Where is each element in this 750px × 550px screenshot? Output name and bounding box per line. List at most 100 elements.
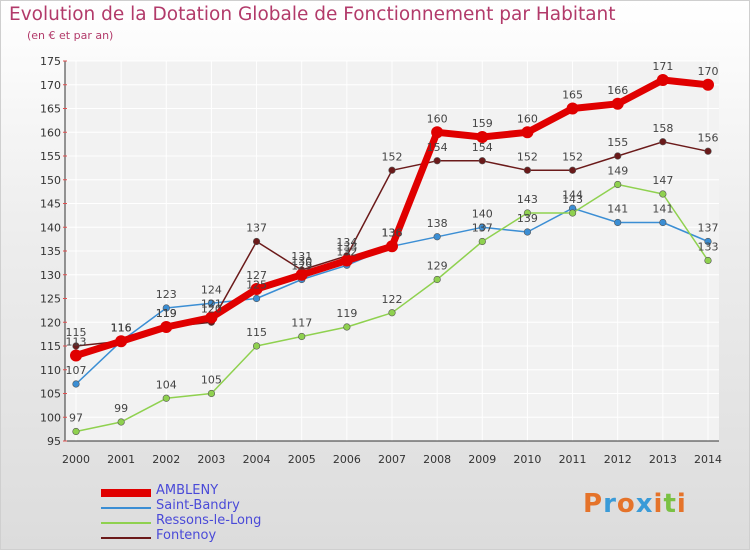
data-point-Ressons-le-Long (433, 275, 441, 284)
data-label-Fontenoy: 134 (336, 236, 357, 249)
data-label-Fontenoy: 158 (652, 122, 673, 135)
data-label-Saint-Bandry: 125 (246, 279, 267, 292)
x-tick-label: 2004 (243, 453, 271, 466)
data-point-Fontenoy (478, 157, 486, 165)
x-tick-label: 2005 (288, 453, 316, 466)
x-tick-label: 2013 (649, 453, 677, 466)
data-point-Ressons-le-Long (117, 418, 125, 426)
logo-letter: P (583, 489, 604, 519)
data-point-Ressons-le-Long (704, 256, 712, 265)
data-label-Fontenoy: 156 (698, 131, 719, 144)
y-tick-label: 130 (40, 269, 61, 282)
data-label-Fontenoy: 154 (472, 141, 493, 154)
x-tick-label: 2007 (378, 453, 406, 466)
y-tick-label: 160 (40, 126, 61, 139)
data-label-Saint-Bandry: 139 (517, 212, 538, 225)
data-label-Ressons-le-Long: 122 (382, 293, 403, 306)
data-label-AMBLENY: 165 (562, 89, 583, 102)
data-point-AMBLENY (386, 240, 398, 253)
data-label-Fontenoy: 120 (201, 302, 222, 315)
data-label-Saint-Bandry: 137 (698, 222, 719, 235)
data-label-Fontenoy: 115 (66, 326, 87, 339)
data-label-Fontenoy: 116 (111, 321, 132, 334)
data-point-Fontenoy (252, 237, 261, 246)
data-point-AMBLENY (521, 126, 534, 139)
data-label-AMBLENY: 130 (291, 255, 312, 268)
logo-letter: t (663, 489, 677, 519)
data-point-Fontenoy (523, 166, 532, 174)
data-label-AMBLENY: 166 (607, 84, 628, 97)
x-tick-label: 2008 (423, 453, 451, 466)
data-label-Ressons-le-Long: 147 (652, 174, 673, 187)
logo-letter: i (653, 489, 664, 519)
data-point-Ressons-le-Long (162, 394, 170, 402)
chart-title: Evolution de la Dotation Globale de Fonc… (9, 4, 616, 25)
data-label-Ressons-le-Long: 99 (114, 402, 128, 415)
data-label-Fontenoy: 152 (562, 150, 583, 163)
data-point-Fontenoy (659, 138, 667, 146)
data-point-AMBLENY (115, 335, 128, 348)
logo-letter: i (676, 489, 687, 519)
x-tick-label: 2003 (197, 453, 225, 466)
data-point-Fontenoy (433, 157, 441, 165)
data-label-Ressons-le-Long: 115 (246, 326, 267, 339)
data-point-AMBLENY (702, 78, 714, 91)
data-label-Ressons-le-Long: 97 (69, 412, 83, 425)
x-tick-label: 2009 (468, 453, 496, 466)
data-point-Fontenoy (568, 166, 577, 174)
data-point-Saint-Bandry (433, 233, 441, 241)
data-label-Saint-Bandry: 141 (652, 203, 673, 216)
data-point-Fontenoy (388, 166, 396, 174)
x-tick-label: 2011 (559, 453, 587, 466)
data-point-Ressons-le-Long (614, 180, 622, 189)
data-point-Ressons-le-Long (478, 237, 486, 246)
data-label-Ressons-le-Long: 129 (427, 260, 448, 273)
data-label-Saint-Bandry: 116 (111, 321, 132, 334)
data-label-Saint-Bandry: 140 (472, 207, 493, 220)
legend-swatch (101, 521, 151, 524)
data-point-AMBLENY (476, 131, 489, 143)
legend-label: Ressons-le-Long (156, 513, 262, 528)
data-label-AMBLENY: 119 (156, 307, 177, 320)
data-label-AMBLENY: 160 (427, 112, 448, 125)
y-tick-label: 120 (40, 316, 61, 329)
chart-subtitle: (en € et par an) (27, 29, 114, 42)
y-tick-label: 135 (40, 245, 61, 258)
data-label-Fontenoy: 137 (246, 222, 267, 235)
data-point-Saint-Bandry (659, 218, 667, 227)
data-point-Saint-Bandry (252, 294, 261, 303)
data-label-Saint-Bandry: 136 (382, 226, 403, 239)
y-tick-label: 170 (40, 79, 61, 92)
data-label-AMBLENY: 127 (246, 269, 267, 282)
data-point-Saint-Bandry (523, 228, 532, 236)
data-label-Ressons-le-Long: 119 (336, 307, 357, 320)
y-tick-label: 165 (40, 103, 61, 116)
data-point-Ressons-le-Long (252, 342, 261, 350)
data-label-Ressons-le-Long: 104 (156, 378, 177, 391)
data-point-AMBLENY (340, 254, 353, 267)
legend-label: Fontenoy (156, 528, 217, 543)
data-label-Saint-Bandry: 132 (336, 245, 357, 258)
data-point-Saint-Bandry (72, 380, 80, 388)
data-point-Saint-Bandry (207, 299, 216, 307)
legend-swatch (101, 506, 151, 509)
x-tick-label: 2002 (152, 453, 180, 466)
x-tick-label: 2012 (604, 453, 632, 466)
x-tick-label: 2001 (107, 453, 135, 466)
data-label-Ressons-le-Long: 133 (698, 241, 719, 254)
data-point-Ressons-le-Long (207, 389, 216, 398)
data-label-AMBLENY: 136 (382, 226, 403, 239)
y-tick-label: 145 (40, 198, 61, 211)
data-point-Fontenoy (614, 152, 622, 160)
data-label-Ressons-le-Long: 143 (517, 193, 538, 206)
data-point-Ressons-le-Long (298, 332, 306, 341)
x-tick-label: 2000 (62, 453, 90, 466)
data-point-Ressons-le-Long (568, 209, 577, 217)
data-point-AMBLENY (70, 349, 82, 362)
y-tick-label: 140 (40, 221, 61, 234)
data-label-Ressons-le-Long: 149 (607, 165, 628, 178)
data-label-Ressons-le-Long: 137 (472, 222, 493, 235)
data-label-Ressons-le-Long: 143 (562, 193, 583, 206)
